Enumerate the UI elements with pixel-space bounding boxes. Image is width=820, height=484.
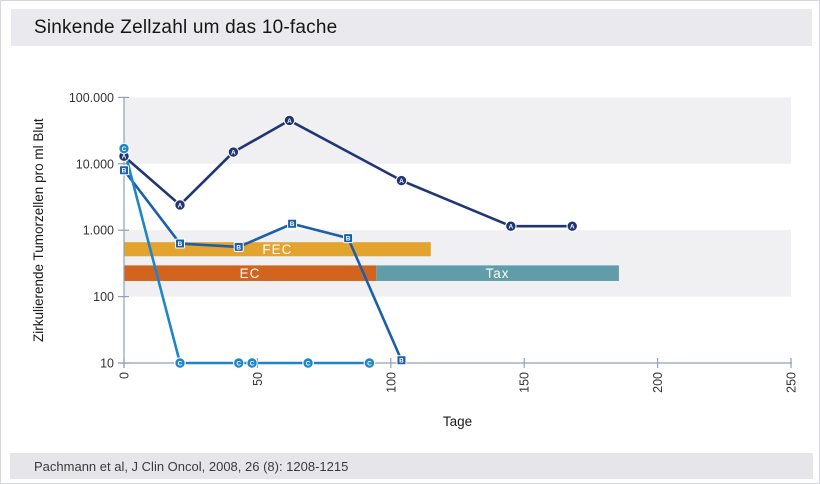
marker-shape — [363, 357, 376, 369]
citation-bar: Pachmann et al, J Clin Oncol, 2008, 26 (… — [10, 453, 813, 479]
series-b-marker: B — [119, 165, 129, 176]
x-tick-label: 0 — [118, 372, 132, 379]
decade-band — [124, 97, 791, 164]
x-tick-label: 200 — [651, 372, 665, 393]
y-tick-label: 10 — [100, 357, 114, 371]
series-b-marker: B — [287, 218, 298, 229]
series-a-marker: A — [395, 174, 408, 187]
series-c-line — [122, 148, 370, 365]
series-a-marker: A — [174, 199, 186, 211]
citation-text: Pachmann et al, J Clin Oncol, 2008, 26 (… — [34, 458, 349, 474]
marker-shape — [302, 357, 314, 369]
marker-shape — [118, 142, 130, 155]
marker-letter: B — [290, 221, 295, 228]
series-b-marker: B — [175, 238, 186, 249]
x-tick-label: 250 — [785, 372, 799, 393]
slide-title-bar: Sinkende Zellzahl um das 10-fache — [11, 9, 812, 46]
marker-letter: B — [178, 241, 183, 248]
x-axis-title: Tage — [443, 414, 472, 429]
series-a-marker: A — [227, 146, 240, 158]
series-b-marker: B — [396, 355, 407, 366]
series-a-marker: A — [566, 220, 578, 232]
marker-letter: C — [178, 360, 183, 367]
marker-shape — [233, 241, 244, 252]
marker-letter: A — [287, 118, 292, 125]
x-tick-label: 100 — [384, 372, 398, 393]
marker-letter: A — [122, 154, 127, 161]
series-a-marker: A — [283, 114, 296, 127]
marker-letter: C — [250, 360, 255, 367]
marker-shape — [233, 357, 245, 369]
y-tick-label: 100 — [93, 290, 114, 304]
series-b-marker: B — [343, 233, 354, 244]
marker-letter: B — [122, 168, 127, 175]
treatment-bar-label-fec: FEC — [262, 242, 292, 257]
marker-letter: A — [399, 178, 404, 185]
marker-letter: B — [399, 358, 404, 365]
marker-shape — [175, 238, 186, 249]
marker-shape — [174, 357, 186, 369]
marker-letter: C — [367, 360, 372, 367]
marker-shape — [396, 355, 407, 366]
series-c-marker: C — [118, 142, 130, 155]
series-a-marker: A — [505, 220, 517, 232]
marker-letter: C — [306, 360, 311, 367]
marker-letter: C — [236, 360, 241, 367]
series-c-marker: C — [233, 357, 245, 369]
page-title: Sinkende Zellzahl um das 10-fache — [34, 16, 338, 38]
marker-letter: A — [178, 202, 183, 209]
marker-letter: A — [570, 224, 575, 231]
marker-letter: C — [122, 146, 127, 153]
treatment-bar-label-ec: EC — [240, 266, 261, 281]
marker-shape — [287, 218, 298, 229]
treatment-bar-ec — [124, 265, 377, 281]
series-b-line — [122, 169, 403, 361]
marker-shape — [227, 146, 240, 158]
marker-letter: A — [509, 224, 514, 231]
marker-shape — [395, 174, 408, 187]
y-tick-label: 100.000 — [69, 91, 114, 105]
series-c-marker: C — [302, 357, 314, 369]
marker-shape — [119, 165, 129, 176]
y-tick-label: 10.000 — [76, 157, 114, 171]
marker-letter: B — [236, 244, 241, 251]
x-tick-label: 150 — [518, 372, 532, 393]
marker-shape — [283, 114, 296, 127]
y-tick-label: 1.000 — [83, 224, 114, 238]
y-axis-title: Zirkulierende Tumorzellen pro ml Blut — [31, 118, 46, 342]
series-b-marker: B — [233, 241, 244, 252]
marker-shape — [566, 220, 578, 232]
marker-shape — [174, 199, 186, 211]
series-c-marker: C — [363, 357, 376, 369]
series-c-marker: C — [246, 357, 258, 369]
treatment-bar-label-tax: Tax — [486, 266, 510, 281]
series-c-marker: C — [174, 357, 186, 369]
x-tick-label: 50 — [251, 372, 265, 386]
marker-shape — [343, 233, 354, 244]
treatment-bar-tax — [376, 265, 619, 281]
marker-letter: B — [346, 236, 351, 243]
decade-band — [124, 230, 791, 297]
marker-shape — [246, 357, 258, 369]
marker-letter: A — [231, 150, 236, 157]
marker-shape — [505, 220, 517, 232]
